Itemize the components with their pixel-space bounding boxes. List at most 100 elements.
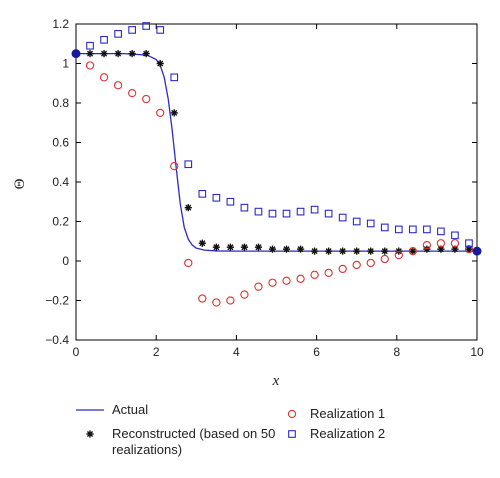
legend-marks [76,409,297,438]
realization-2-point [437,227,445,236]
realization-2-point [170,73,179,82]
x-axis-label: x [272,373,280,389]
x-ticks: 0 2 4 6 8 10 [73,24,484,359]
reconstructed-point [367,247,375,255]
realization-1-point [254,282,263,291]
reconstructed-point [170,109,178,117]
realization-2-point [128,26,136,34]
x-tick-label: 10 [470,345,484,359]
realization-2-point [184,160,193,169]
y-tick-label: −0.4 [45,333,69,347]
legend-marker-realization-2 [288,430,296,438]
realization-2-point [268,209,277,218]
realization-2-point [366,219,375,228]
realization-1-point [296,274,305,283]
plot-frame [75,23,478,341]
realization-1-point [240,290,249,299]
y-tick-label: 1 [62,57,69,71]
realization-2-point [212,193,221,202]
reconstructed-point [114,50,122,58]
reconstructed-point [409,247,417,255]
y-ticks: −0.4 −0.2 0 0.2 0.4 0.6 0.8 1 1.2 [45,17,477,347]
reconstructed-point [226,243,234,251]
reconstructed-point [339,247,347,255]
realization-1-point [85,61,95,70]
realization-1-point [464,244,474,254]
realization-2-point [282,209,291,218]
realization-2-point [352,217,361,226]
reconstructed-point [184,204,192,212]
reconstructed-point [268,245,277,253]
endpoints-layer [71,49,482,256]
realization-1-point [282,276,291,285]
legend-marker-realization-1 [287,409,297,419]
realization-2-point [310,205,319,214]
axes: 0 2 4 6 8 10 −0.4 −0.2 0 0.2 0.4 0.6 0.8 1 1.2 [45,17,484,359]
series-4 [86,22,473,248]
reconstructed-point [212,243,220,251]
realization-2-point [324,209,333,218]
realization-1-point [226,296,235,305]
reconstructed-point [100,50,108,58]
y-tick-label: 1.2 [52,17,69,31]
series-layer [76,22,477,307]
reconstructed-point [128,50,136,58]
realization-2-point [338,213,347,222]
reconstructed-point [254,243,263,251]
reconstructed-point [282,245,291,253]
reconstructed-point [381,247,389,255]
realization-1-point [408,246,417,256]
realization-1-point [142,94,151,104]
realization-2-point [451,231,459,240]
reconstructed-point [156,59,164,68]
realization-2-point [380,223,389,232]
realization-2-point [142,22,151,30]
realization-2-point [156,26,165,34]
x-tick-label: 0 [73,345,80,359]
y-tick-label: 0 [62,254,69,268]
realization-2-point [100,35,108,44]
realization-2-point [254,207,263,216]
x-tick-label: 8 [393,345,400,359]
realization-2-point [423,225,431,234]
y-tick-label: 0.8 [52,96,69,110]
series-3 [85,61,474,307]
reconstructed-point [142,50,150,58]
reconstructed-point [240,243,249,251]
legend-marker-reconstructed [86,430,94,438]
endpoint-marker [472,246,482,256]
realization-1-point [198,294,207,303]
realization-1-point [212,298,221,307]
realization-1-point [450,239,460,248]
realization-1-point [113,81,123,90]
endpoint-marker [71,49,81,59]
realization-1-point [422,241,432,250]
reconstructed-point [296,245,305,253]
reconstructed-point [86,50,94,58]
realization-2-point [240,203,249,212]
realization-2-point [296,207,305,216]
realization-1-point [184,258,193,268]
series-1 [76,52,477,252]
realization-1-point [127,88,137,98]
realization-2-point [408,225,417,234]
realization-1-point [352,260,361,270]
y-axis-label: Θ [12,178,28,189]
realization-1-point [338,264,347,274]
realization-1-point [436,239,446,248]
series-2 [86,50,473,255]
reconstructed-point [325,247,333,255]
realization-2-point [198,190,207,198]
x-tick-label: 6 [313,345,320,359]
y-tick-label: 0.2 [52,215,69,229]
realization-1-point [268,278,277,287]
realization-2-point [465,239,473,248]
y-tick-label: −0.2 [45,294,69,308]
realization-2-point [86,41,94,50]
realization-1-point [156,108,165,118]
realization-2-point [226,197,235,206]
realization-2-point [394,225,403,234]
realization-1-point [170,162,179,171]
reconstructed-point [353,247,361,255]
